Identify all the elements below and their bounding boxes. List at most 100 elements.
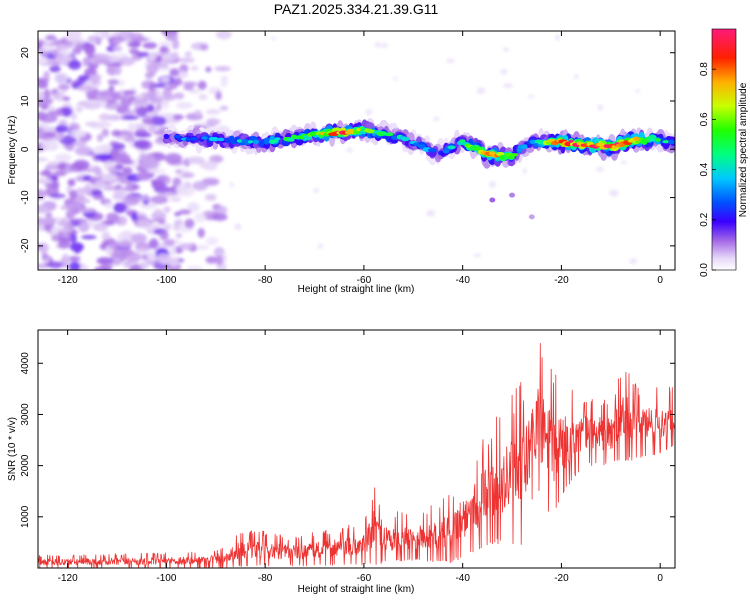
spectrogram-noise-blob xyxy=(147,89,157,99)
spectrogram-noise-blob xyxy=(61,253,70,264)
spectrogram-signal-blob xyxy=(400,136,410,142)
spectrogram-x-tick-label: -20 xyxy=(554,275,569,286)
spectrogram-noise-blob xyxy=(202,160,218,171)
snr-y-axis: 1000 2000 3000 4000 xyxy=(20,352,675,528)
spectrogram-noise-blob xyxy=(95,179,106,188)
spectrogram-noise-blob xyxy=(101,173,117,183)
spectrogram-noise-blob xyxy=(41,140,59,152)
spectrogram-y-label: Frequency (Hz) xyxy=(7,116,18,185)
spectrogram-signal-blob xyxy=(236,139,243,143)
spectrogram-noise-blob xyxy=(270,36,277,41)
spectrogram-noise-blob xyxy=(40,104,49,110)
spectrogram-noise-blob xyxy=(149,115,168,126)
spectrogram-noise-blob xyxy=(95,121,112,128)
spectrogram-noise-blob xyxy=(178,57,195,63)
spectrogram-noise-blob xyxy=(149,51,160,57)
spectrogram-noise-blob xyxy=(147,123,157,133)
spectrogram-noise-blob xyxy=(92,194,105,200)
spectrogram-noise-blob xyxy=(136,218,151,229)
spectrogram-noise-blob xyxy=(220,78,228,88)
spectrogram-noise-blob xyxy=(66,31,82,38)
spectrogram-noise-blob xyxy=(635,89,641,93)
spectrogram-noise-blob xyxy=(199,44,209,51)
spectrogram-noise-blob xyxy=(113,153,131,164)
spectrogram-noise-blob xyxy=(149,238,159,249)
chart-title: PAZ1.2025.334.21.39.G11 xyxy=(274,1,439,17)
spectrogram-signal-blob xyxy=(528,214,535,220)
spectrogram-signal-blob xyxy=(655,138,661,142)
spectrogram-noise-blob xyxy=(143,119,154,125)
spectrogram-noise-blob xyxy=(106,212,119,221)
spectrogram-noise-blob xyxy=(93,145,112,156)
spectrogram-noise-blob xyxy=(68,261,81,270)
colorbar-ticks: 0.0 0.2 0.4 0.6 0.8 xyxy=(699,62,716,277)
spectrogram-noise-blob xyxy=(133,101,152,108)
spectrogram-noise-blob xyxy=(47,41,61,46)
spectrogram-noise-blob xyxy=(82,57,90,67)
spectrogram-noise-blob xyxy=(433,116,440,122)
spectrogram-noise-blob xyxy=(74,146,93,156)
spectrogram-noise-blob xyxy=(107,114,122,121)
spectrogram-noise-blob xyxy=(190,65,199,71)
spectrogram-noise-blob xyxy=(174,219,183,227)
snr-y-tick-label: 2000 xyxy=(20,454,31,477)
spectrogram-noise-blob xyxy=(48,261,63,269)
spectrogram-noise-blob xyxy=(89,209,97,214)
spectrogram-noise-blob xyxy=(96,133,104,142)
spectrogram-signal-blob xyxy=(163,133,170,140)
spectrogram-noise-blob xyxy=(197,80,207,90)
spectrogram-noise-blob xyxy=(86,91,94,101)
spectrogram-noise-blob xyxy=(178,209,192,215)
spectrogram-noise-blob xyxy=(555,34,560,41)
spectrogram-noise-blob xyxy=(122,166,133,175)
spectrogram-noise-blob xyxy=(121,115,140,120)
snr-x-tick-label: -40 xyxy=(455,573,470,584)
spectrogram-noise-blob xyxy=(122,196,140,206)
spectrogram-noise-blob xyxy=(83,101,102,110)
snr-series-line xyxy=(38,342,675,568)
spectrogram-noise-blob xyxy=(139,261,149,270)
spectrogram-noise-blob xyxy=(39,98,54,104)
spectrogram-signal-blob xyxy=(522,144,528,149)
spectrogram-noise-blob xyxy=(69,242,84,252)
spectrogram-signal-blob xyxy=(274,137,281,141)
spectrogram-noise-blob xyxy=(43,70,50,80)
spectrogram-noise-blob xyxy=(205,236,219,246)
spectrogram-noise-blob xyxy=(44,182,58,188)
spectrogram-noise-blob xyxy=(130,213,138,221)
spectrogram-signal-blob xyxy=(510,153,518,157)
spectrogram-signal-blob xyxy=(384,132,394,137)
spectrogram-noise-blob xyxy=(43,88,51,100)
spectrogram-noise-blob xyxy=(109,241,117,250)
spectrogram-noise-blob xyxy=(85,183,92,190)
snr-y-tick-label: 3000 xyxy=(20,403,31,426)
snr-y-tick-label: 1000 xyxy=(20,505,31,528)
spectrogram-signal-blob xyxy=(201,136,208,140)
spectrogram-noise-blob xyxy=(107,79,119,85)
spectrogram-noise-blob xyxy=(114,65,122,76)
spectrogram-noise-blob xyxy=(49,65,61,73)
spectrogram-noise-blob xyxy=(113,202,127,214)
colorbar-tick-label: 0.8 xyxy=(699,62,710,76)
spectrogram-noise-blob xyxy=(186,265,203,270)
spectrogram-noise-blob xyxy=(59,227,72,234)
spectrogram-noise-blob xyxy=(111,129,122,137)
spectrogram-noise-blob xyxy=(169,246,177,256)
spectrogram-noise-blob xyxy=(573,74,579,80)
spectrogram-noise-blob xyxy=(92,222,109,232)
spectrogram-noise-blob xyxy=(312,188,320,193)
spectrogram-noise-blob xyxy=(38,157,49,162)
spectrogram-signal-blob xyxy=(185,137,191,142)
spectrogram-noise-blob xyxy=(71,207,80,215)
spectrogram-noise-blob xyxy=(156,192,175,197)
spectrogram-noise-blob xyxy=(78,221,90,233)
spectrogram-noise-blob xyxy=(87,35,103,43)
spectrogram-noise-blob xyxy=(169,68,180,77)
spectrogram-signal-blob xyxy=(247,140,254,144)
colorbar-tick-label: 0.2 xyxy=(699,212,710,226)
spectrogram-signal-blob xyxy=(662,140,670,144)
spectrogram-noise-blob xyxy=(150,195,169,205)
spectrogram-noise-blob xyxy=(609,189,619,197)
spectrogram-noise-blob xyxy=(234,223,242,231)
spectrogram-noise-blob xyxy=(94,153,113,161)
